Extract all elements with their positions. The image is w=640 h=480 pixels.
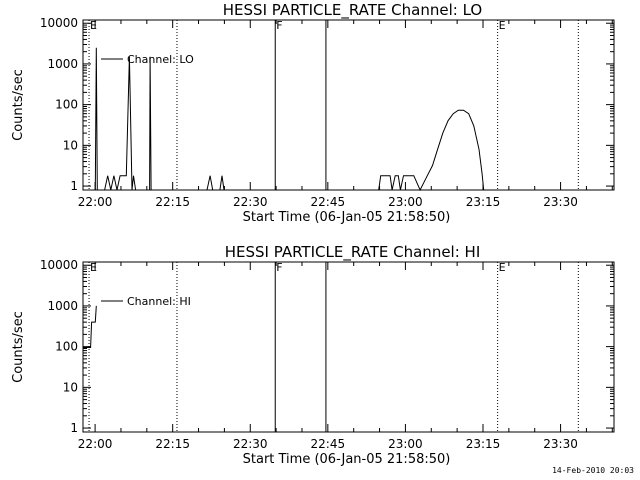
legend-label: Channel: HI	[127, 295, 191, 308]
y-tick-label: 1	[70, 179, 78, 193]
event-marker-label: E	[90, 261, 97, 274]
x-tick-label: 22:45	[311, 195, 346, 209]
y-axis-label: Counts/sec	[11, 311, 26, 383]
x-tick-label: 22:30	[233, 195, 268, 209]
chart-panel-0: HESSI PARTICLE_RATE Channel: LO Counts/se…	[11, 1, 615, 225]
x-tick-label: 23:30	[543, 195, 578, 209]
y-tick-label: 1	[70, 421, 78, 435]
x-tick-label: 22:00	[78, 437, 113, 451]
y-tick-label: 10	[63, 380, 78, 394]
plot-frame	[82, 261, 615, 433]
x-tick-label: 22:15	[155, 437, 190, 451]
chart-panel-1: HESSI PARTICLE_RATE Channel: HI Counts/se…	[11, 243, 615, 467]
y-tick-label: 100	[55, 98, 78, 112]
y-axis-label: Counts/sec	[11, 69, 26, 141]
plot-frame	[82, 19, 615, 191]
x-tick-label: 23:15	[466, 195, 501, 209]
x-tick-label: 22:30	[233, 437, 268, 451]
x-tick-label: 23:00	[388, 437, 423, 451]
event-marker-label: E	[90, 19, 97, 32]
event-marker-label: E	[499, 261, 506, 274]
x-tick-label: 23:15	[466, 437, 501, 451]
plot-timestamp: 14-Feb-2010 20:03	[552, 466, 634, 475]
x-tick-label: 23:30	[543, 437, 578, 451]
x-tick-label: 22:45	[311, 437, 346, 451]
x-tick-label: 22:00	[78, 195, 113, 209]
data-series-line	[94, 47, 485, 192]
data-series-line	[83, 305, 97, 348]
legend-label: Channel: LO	[127, 53, 194, 66]
event-marker-label: E	[499, 19, 506, 32]
y-tick-label: 1000	[47, 57, 78, 71]
y-tick-label: 1000	[47, 299, 78, 313]
chart-title: HESSI PARTICLE_RATE Channel: LO	[223, 1, 482, 20]
x-axis-label: Start Time (06-Jan-05 21:58:50)	[243, 452, 451, 467]
y-tick-label: 10	[63, 138, 78, 152]
y-tick-label: 100	[55, 340, 78, 354]
y-tick-label: 10000	[40, 258, 78, 272]
event-marker-label: F	[276, 19, 282, 32]
y-tick-label: 10000	[40, 16, 78, 30]
x-tick-label: 23:00	[388, 195, 423, 209]
event-marker-label: F	[276, 261, 282, 274]
x-tick-label: 22:15	[155, 195, 190, 209]
chart-title: HESSI PARTICLE_RATE Channel: HI	[225, 243, 481, 262]
x-axis-label: Start Time (06-Jan-05 21:58:50)	[243, 210, 451, 225]
